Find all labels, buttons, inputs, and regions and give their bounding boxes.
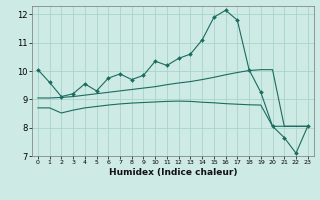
X-axis label: Humidex (Indice chaleur): Humidex (Indice chaleur) xyxy=(108,168,237,177)
